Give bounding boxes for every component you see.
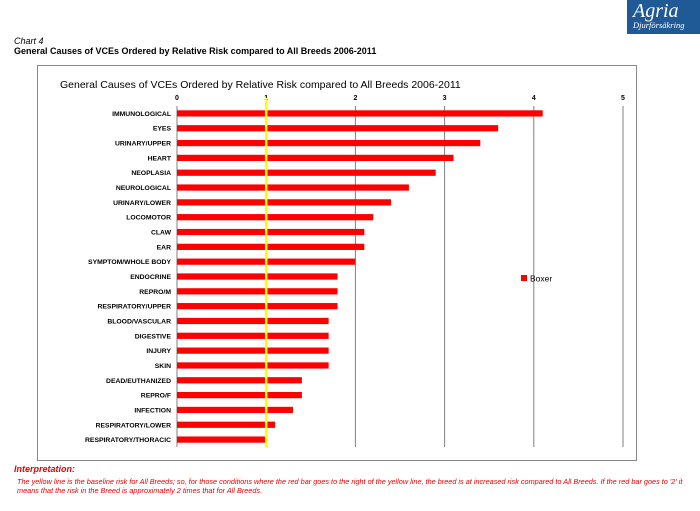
category-label: DIGESTIVE	[135, 333, 172, 340]
page-title: General Causes of VCEs Ordered by Relati…	[14, 46, 377, 56]
chart-title: General Causes of VCEs Ordered by Relati…	[60, 79, 461, 91]
category-label: URINARY/LOWER	[113, 200, 171, 207]
bar	[177, 214, 374, 221]
bar	[177, 228, 365, 236]
category-label: REPRO/M	[139, 289, 171, 296]
legend-label: Boxer	[530, 274, 552, 284]
bar	[177, 421, 276, 428]
bar	[177, 125, 499, 132]
bar	[177, 110, 543, 117]
legend-swatch	[521, 275, 527, 281]
bar	[177, 436, 267, 443]
bar	[177, 154, 454, 162]
x-tick-label: 4	[532, 95, 536, 102]
bar	[177, 377, 302, 384]
x-tick-label: 3	[443, 95, 447, 102]
bar	[177, 273, 338, 280]
chart-number: Chart 4	[14, 36, 44, 46]
logo-subtitle: Djurförsäkring	[633, 20, 685, 30]
category-label: INFECTION	[134, 407, 171, 414]
category-label: SYMPTOM/WHOLE BODY	[88, 259, 171, 266]
category-label: REPRO/F	[141, 393, 171, 400]
bar	[177, 391, 302, 399]
category-label: EAR	[157, 244, 171, 251]
category-label: NEOPLASIA	[131, 170, 171, 177]
category-label: SKIN	[155, 363, 171, 370]
category-label: DEAD/EUTHANIZED	[106, 378, 171, 385]
bar	[177, 303, 338, 310]
bar	[177, 332, 329, 339]
bar	[177, 362, 329, 369]
bar	[177, 347, 329, 354]
category-label: RESPIRATORY/THORACIC	[85, 437, 171, 444]
bar	[177, 406, 293, 414]
category-label: EYES	[153, 126, 172, 133]
bar	[177, 139, 481, 147]
x-tick-label: 0	[175, 95, 179, 102]
bar	[177, 199, 392, 206]
interpretation-title: Interpretation:	[14, 464, 76, 474]
category-label: NEUROLOGICAL	[116, 185, 171, 192]
agria-logo: Agria Djurförsäkring	[627, 0, 700, 34]
bar	[177, 288, 338, 295]
category-label: CLAW	[151, 230, 172, 237]
bar	[177, 184, 409, 191]
bar	[177, 169, 436, 176]
bar	[177, 243, 365, 250]
logo-brand: Agria	[633, 0, 679, 22]
category-label: INJURY	[146, 348, 171, 355]
category-label: ENDOCRINE	[130, 274, 171, 281]
category-label: RESPIRATORY/UPPER	[97, 304, 171, 311]
category-label: IMMUNOLOGICAL	[112, 111, 171, 118]
category-label: HEART	[148, 155, 172, 162]
bar-chart: General Causes of VCEs Ordered by Relati…	[60, 79, 625, 447]
bar	[177, 317, 329, 325]
category-label: URINARY/UPPER	[115, 141, 171, 148]
category-label: BLOOD/VASCULAR	[107, 318, 171, 325]
x-tick-label: 2	[353, 95, 357, 102]
interpretation-text: The yellow line is the baseline risk for…	[17, 477, 683, 495]
category-label: RESPIRATORY/LOWER	[96, 422, 171, 429]
chart-frame: General Causes of VCEs Ordered by Relati…	[37, 65, 637, 461]
x-tick-label: 5	[621, 95, 625, 102]
category-label: LOCOMOTOR	[126, 215, 171, 222]
